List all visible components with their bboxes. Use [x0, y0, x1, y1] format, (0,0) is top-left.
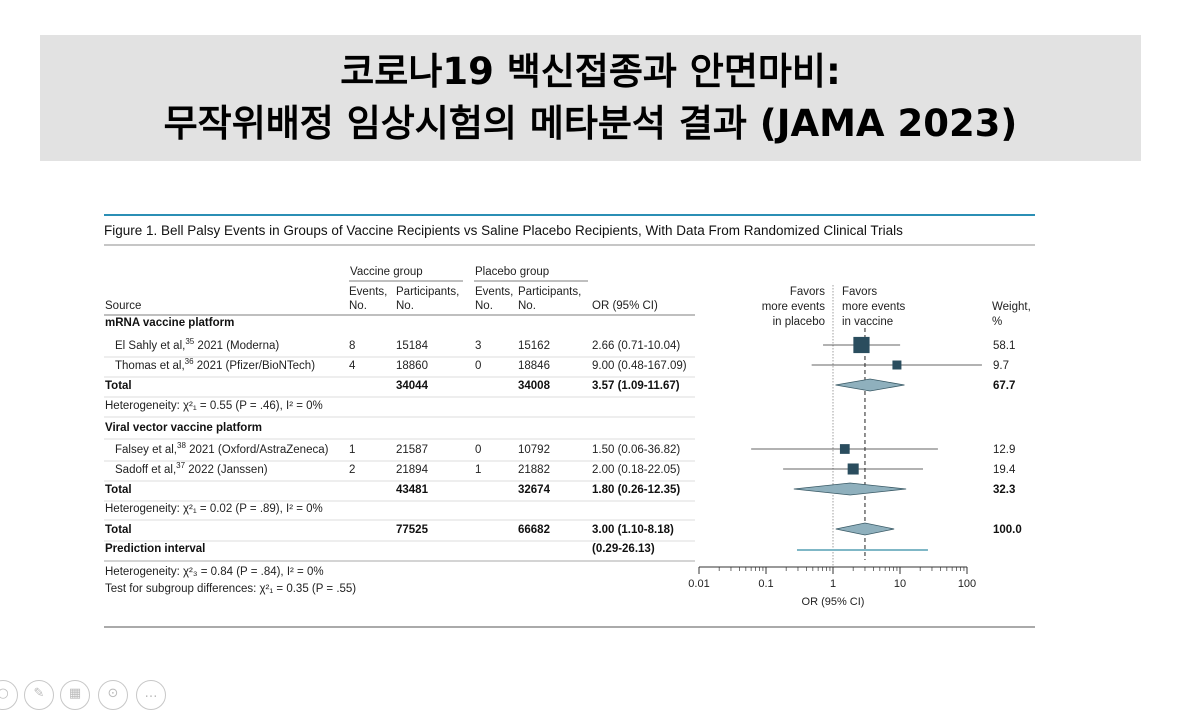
events-header-no: No.: [349, 300, 367, 312]
total-vaccine-participants: 43481: [396, 484, 429, 496]
total-placebo-participants: 66682: [518, 524, 550, 536]
placebo-participants: 21882: [518, 464, 550, 476]
weight-header-pct: %: [992, 316, 1002, 328]
placebo-events-header: Events,: [475, 286, 513, 298]
x-tick-label: 10: [894, 578, 906, 590]
study-source: Thomas et al,36 2021 (Pfizer/BioNTech): [115, 357, 315, 372]
placebo-events: 1: [475, 464, 481, 476]
favors-vaccine-label: Favors: [842, 286, 877, 298]
prediction-interval-label: Prediction interval: [105, 543, 205, 555]
weight-value: 19.4: [993, 464, 1016, 476]
section-label: mRNA vaccine platform: [105, 317, 234, 329]
total-placebo-participants: 32674: [518, 484, 551, 496]
total-label: Total: [105, 380, 132, 392]
x-tick-label: 0.01: [688, 578, 709, 590]
x-axis-label: OR (95% CI): [802, 596, 865, 608]
placebo-group-header: Placebo group: [475, 266, 549, 278]
total-odds-ratio: 1.80 (0.26-12.35): [592, 484, 680, 496]
vaccine-events: 1: [349, 444, 355, 456]
zoom-icon[interactable]: ⊙: [98, 680, 128, 710]
odds-ratio: 1.50 (0.06-36.82): [592, 444, 680, 456]
total-weight: 100.0: [993, 524, 1022, 536]
study-source: El Sahly et al,35 2021 (Moderna): [115, 337, 279, 352]
total-odds-ratio: 3.57 (1.09-11.67): [592, 380, 680, 392]
overall-heterogeneity: Heterogeneity: χ²₃ = 0.84 (P = .84), I² …: [105, 566, 324, 578]
study-marker: [892, 360, 902, 370]
study-marker: [839, 444, 850, 454]
total-vaccine-participants: 34044: [396, 380, 429, 392]
section-label: Viral vector vaccine platform: [105, 422, 262, 434]
weight-value: 58.1: [993, 340, 1015, 352]
more-icon[interactable]: …: [136, 680, 166, 710]
placebo-events: 0: [475, 444, 481, 456]
vaccine-events: 8: [349, 340, 355, 352]
vaccine-participants: 15184: [396, 340, 429, 352]
banner-title-line2: 무작위배정 임상시험의 메타분석 결과 (JAMA 2023): [163, 102, 1018, 145]
heterogeneity-text: Heterogeneity: χ²₁ = 0.02 (P = .89), I² …: [105, 503, 323, 515]
prediction-interval-value: (0.29-26.13): [592, 543, 655, 555]
total-weight: 32.3: [993, 484, 1015, 496]
vaccine-events: 4: [349, 360, 356, 372]
heterogeneity-text: Heterogeneity: χ²₁ = 0.55 (P = .46), I² …: [105, 400, 323, 412]
title-banner: 코로나19 백신접종과 안면마비: 무작위배정 임상시험의 메타분석 결과 (J…: [40, 35, 1141, 161]
vaccine-events: 2: [349, 464, 355, 476]
placebo-events-header-no: No.: [475, 300, 493, 312]
placebo-participants-header: Participants,: [518, 286, 581, 298]
study-marker: [853, 336, 870, 354]
placebo-participants: 18846: [518, 360, 550, 372]
placebo-events: 0: [475, 360, 481, 372]
total-vaccine-participants: 77525: [396, 524, 429, 536]
total-label: Total: [105, 484, 132, 496]
favors-placebo-label: more events: [762, 301, 826, 313]
vaccine-participants: 21894: [396, 464, 429, 476]
placebo-events: 3: [475, 340, 481, 352]
placebo-participants-header-no: No.: [518, 300, 536, 312]
subgroup-test: Test for subgroup differences: χ²₁ = 0.3…: [105, 583, 356, 595]
favors-vaccine-label: more events: [842, 301, 906, 313]
forest-plot-figure: Figure 1. Bell Palsy Events in Groups of…: [104, 214, 1035, 628]
total-weight: 67.7: [993, 380, 1015, 392]
grid-icon[interactable]: ▦: [60, 680, 90, 710]
x-tick-label: 0.1: [758, 578, 773, 590]
total-odds-ratio: 3.00 (1.10-8.18): [592, 524, 674, 536]
total-label: Total: [105, 524, 132, 536]
events-header: Events,: [349, 286, 387, 298]
favors-vaccine-label: in vaccine: [842, 316, 893, 328]
odds-ratio: 9.00 (0.48-167.09): [592, 360, 687, 372]
vaccine-group-header: Vaccine group: [350, 266, 423, 278]
favors-placebo-label: in placebo: [773, 316, 825, 328]
figure-title: Figure 1. Bell Palsy Events in Groups of…: [104, 223, 903, 238]
banner-title-line1: 코로나19 백신접종과 안면마비:: [340, 50, 841, 93]
vaccine-participants: 18860: [396, 360, 428, 372]
total-placebo-participants: 34008: [518, 380, 551, 392]
favors-placebo-label: Favors: [790, 286, 825, 298]
weight-value: 9.7: [993, 360, 1009, 372]
weight-value: 12.9: [993, 444, 1015, 456]
weight-header: Weight,: [992, 301, 1031, 313]
participants-header-no: No.: [396, 300, 414, 312]
or-header: OR (95% CI): [592, 300, 658, 312]
pooled-diamond: [835, 378, 905, 392]
pooled-diamond: [835, 522, 895, 536]
participants-header: Participants,: [396, 286, 459, 298]
study-marker: [847, 463, 859, 475]
x-tick-label: 100: [958, 578, 976, 590]
source-header: Source: [105, 300, 141, 312]
odds-ratio: 2.00 (0.18-22.05): [592, 464, 680, 476]
placebo-participants: 15162: [518, 340, 550, 352]
x-tick-label: 1: [830, 578, 836, 590]
study-source: Falsey et al,38 2021 (Oxford/AstraZeneca…: [115, 441, 329, 456]
odds-ratio: 2.66 (0.71-10.04): [592, 340, 680, 352]
pen-icon[interactable]: ✎: [24, 680, 54, 710]
study-source: Sadoff et al,37 2022 (Janssen): [115, 461, 268, 476]
vaccine-participants: 21587: [396, 444, 428, 456]
placebo-participants: 10792: [518, 444, 550, 456]
pooled-diamond: [793, 482, 907, 496]
